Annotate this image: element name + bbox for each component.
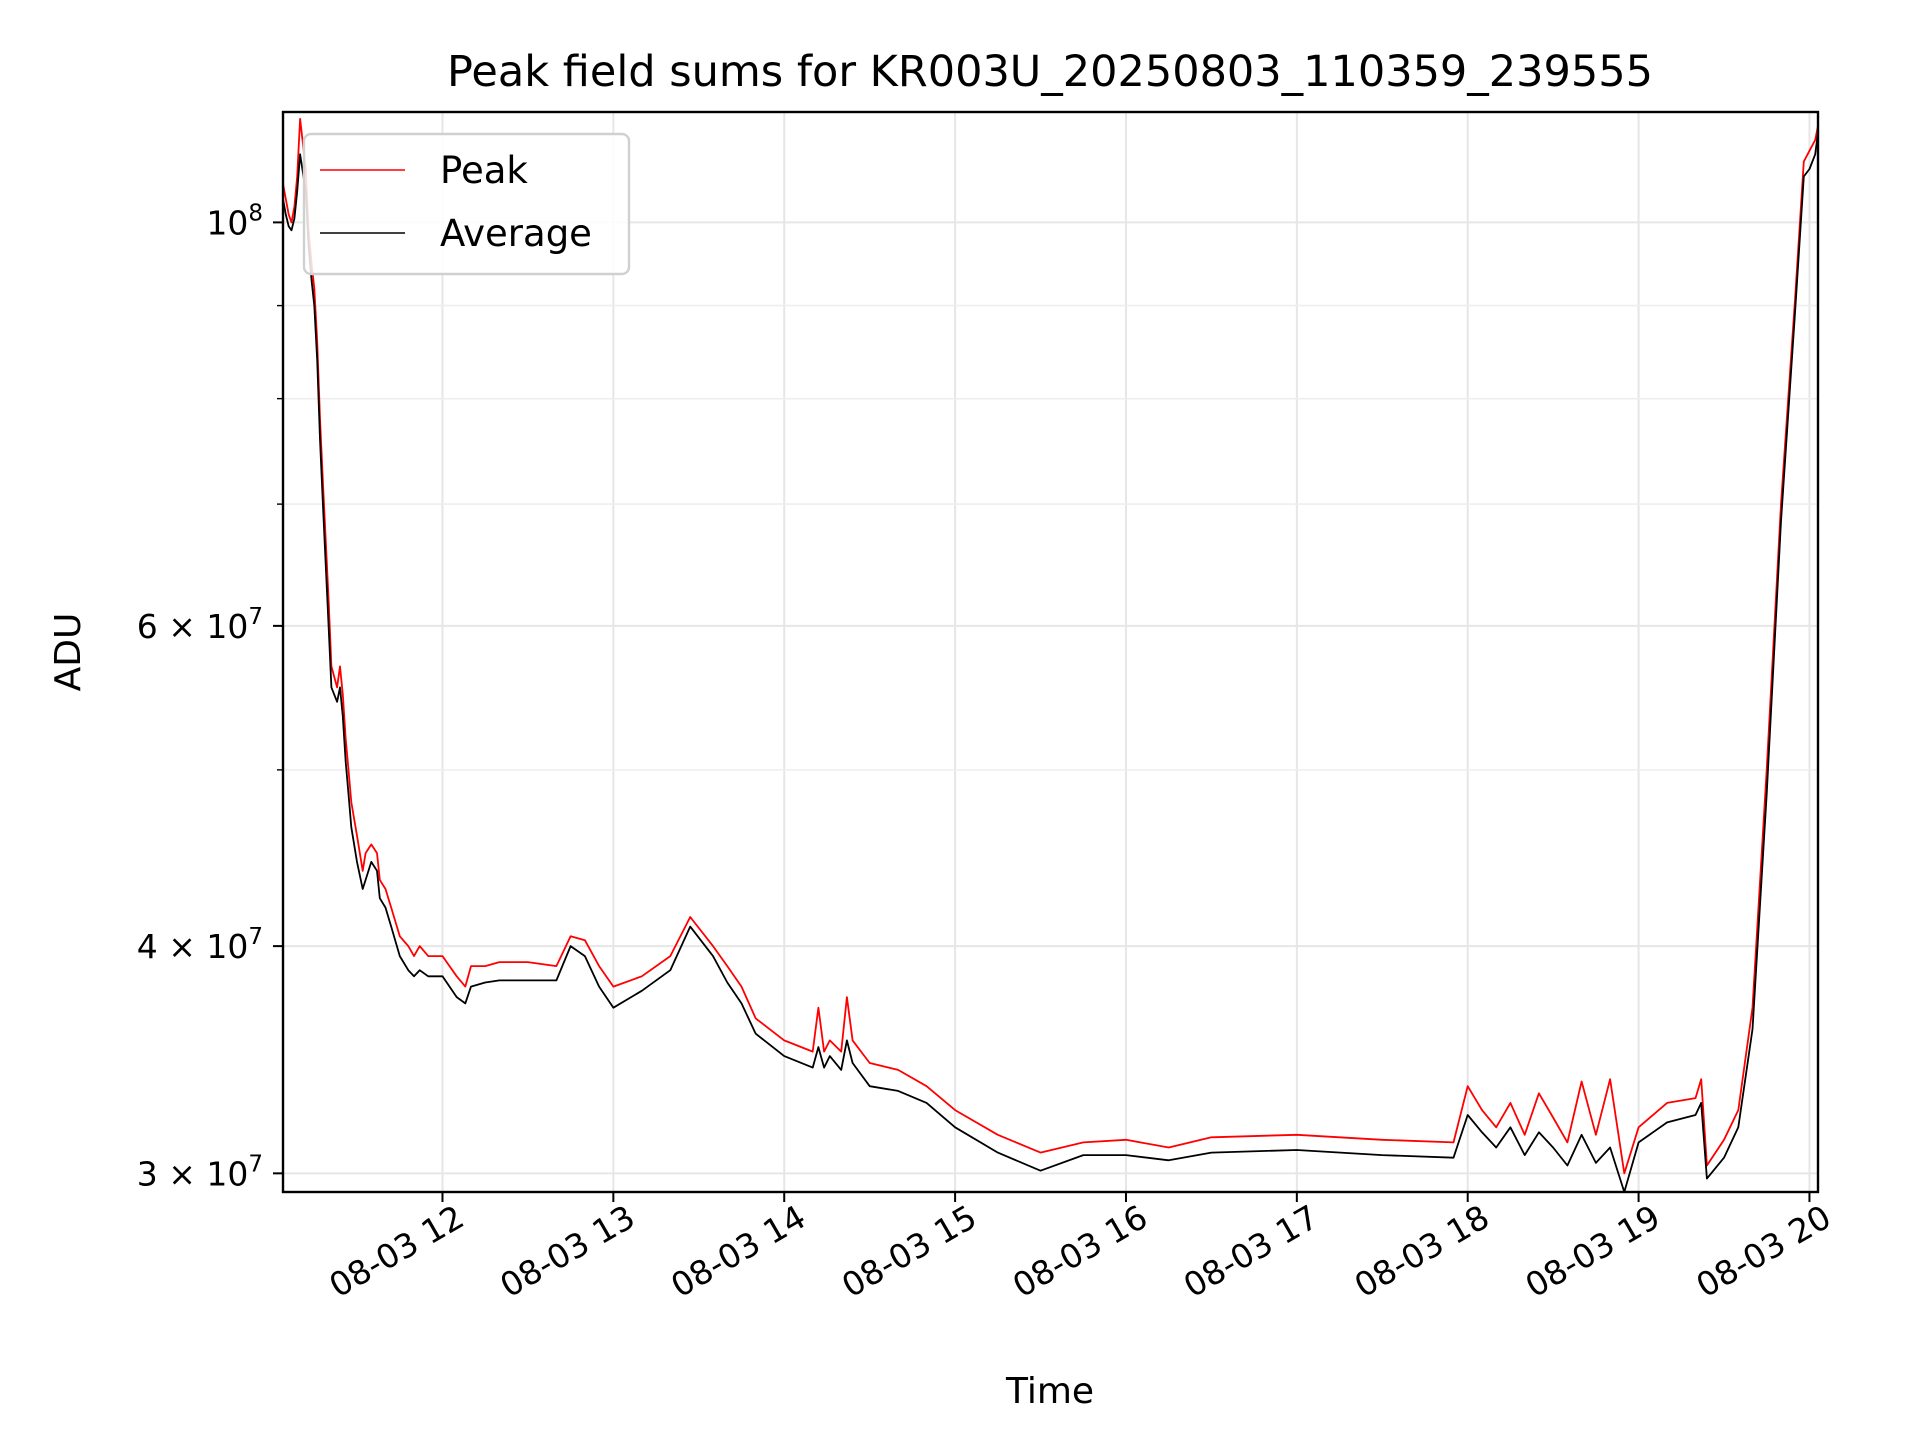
y-tick-mantissa: 4 × 10 — [137, 927, 249, 966]
y-tick-mantissa: 6 × 10 — [137, 607, 249, 646]
y-tick-exponent: 7 — [248, 1151, 263, 1177]
y-tick-base: 10 — [206, 203, 248, 242]
y-axis-label: ADU — [48, 613, 89, 692]
chart-title: Peak field sums for KR003U_20250803_1103… — [447, 47, 1653, 97]
legend-label-average: Average — [440, 212, 592, 255]
y-tick-label: 3 × 107 — [137, 1151, 263, 1193]
series-line-average — [283, 132, 1818, 1192]
legend-frame — [302, 132, 631, 276]
y-tick-mantissa: 3 × 10 — [137, 1154, 249, 1193]
series-line-peak — [283, 118, 1818, 1175]
grid — [283, 112, 1818, 1192]
y-tick-label: 108 — [206, 200, 263, 242]
series-layer — [283, 118, 1818, 1192]
y-tick-exponent: 8 — [248, 200, 263, 226]
plot-area-frame — [281, 110, 1820, 1194]
y-tick-label: 4 × 107 — [137, 924, 263, 966]
y-tick-exponent: 7 — [248, 924, 263, 950]
legend-label-peak: Peak — [440, 149, 528, 192]
legend: Peak Average — [302, 132, 631, 276]
y-tick-label: 6 × 107 — [137, 604, 263, 646]
x-axis-label: Time — [1005, 1371, 1094, 1412]
y-tick-exponent: 7 — [248, 604, 263, 630]
